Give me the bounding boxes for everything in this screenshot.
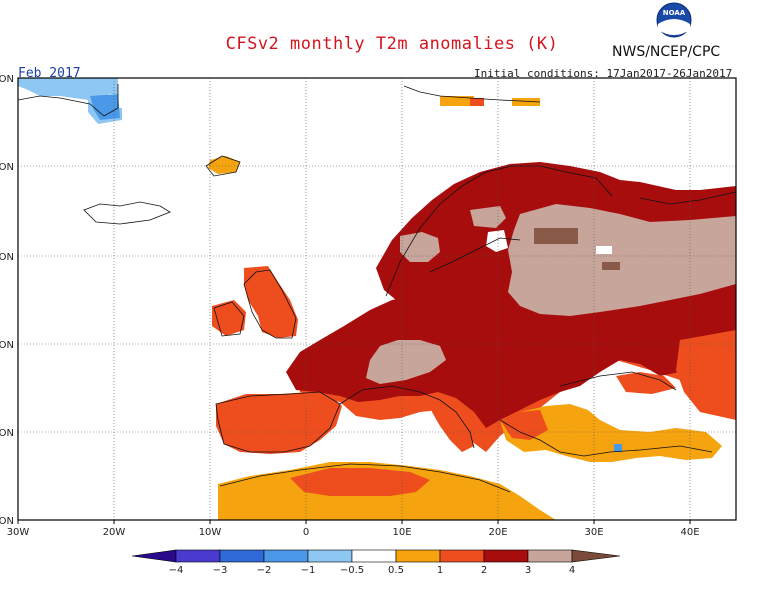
- lon-label: 20W: [103, 527, 126, 538]
- lat-label: ON: [0, 428, 14, 439]
- colorbar-segment: [351, 549, 397, 563]
- colorbar-left-arrow: [131, 549, 177, 563]
- colorbar-label: −2: [257, 565, 272, 576]
- colorbar-segment: [219, 549, 265, 563]
- colorbar-label: 2: [481, 565, 487, 576]
- colorbar: [131, 549, 621, 563]
- lon-label: 30W: [7, 527, 30, 538]
- lon-labels: 30W 20W 10W 0 10E 20E 30E 40E: [7, 527, 700, 538]
- svg-text:NOAA: NOAA: [663, 9, 686, 17]
- colorbar-segment: [263, 549, 309, 563]
- colorbar-label: 4: [569, 565, 575, 576]
- colorbar-segment: [439, 549, 485, 563]
- anomaly-fill-layer: [18, 78, 736, 520]
- lon-label: 30E: [584, 527, 603, 538]
- colorbar-label: −3: [213, 565, 228, 576]
- agency-label: NWS/NCEP/CPC: [612, 44, 721, 60]
- colorbar-label: 0.5: [388, 565, 404, 576]
- colorbar-segment: [395, 549, 441, 563]
- axis-ticks: [17, 520, 691, 524]
- coastlines: [18, 84, 736, 493]
- lat-labels: ON ON ON ON ON ON: [0, 74, 14, 527]
- lat-label: ON: [0, 340, 14, 351]
- colorbar-label: 1: [437, 565, 443, 576]
- lat-label: ON: [0, 74, 14, 85]
- colorbar-labels: −4 −3 −2 −1 −0.5 0.5 1 2 3 4: [169, 565, 576, 576]
- colorbar-label: −4: [169, 565, 184, 576]
- colorbar-right-arrow: [571, 549, 621, 563]
- colorbar-segment: [483, 549, 529, 563]
- lon-label: 10E: [392, 527, 411, 538]
- map-title: CFSv2 monthly T2m anomalies (K): [225, 34, 559, 54]
- lon-label: 10W: [199, 527, 222, 538]
- lat-label: ON: [0, 516, 14, 527]
- colorbar-segment: [175, 549, 221, 563]
- plot-frame: [17, 77, 737, 521]
- lat-label: ON: [0, 162, 14, 173]
- noaa-logo-icon: NOAA: [656, 2, 692, 38]
- lon-label: 0: [303, 527, 309, 538]
- forecast-period: Feb 2017: [18, 66, 81, 81]
- colorbar-segment: [307, 549, 353, 563]
- colorbar-label: −0.5: [340, 565, 364, 576]
- lon-label: 40E: [680, 527, 699, 538]
- initial-conditions: Initial conditions: 17Jan2017-26Jan2017: [474, 67, 733, 80]
- lon-label: 20E: [488, 527, 507, 538]
- colorbar-label: −1: [301, 565, 316, 576]
- colorbar-segment: [527, 549, 573, 563]
- lat-label: ON: [0, 252, 14, 263]
- colorbar-label: 3: [525, 565, 531, 576]
